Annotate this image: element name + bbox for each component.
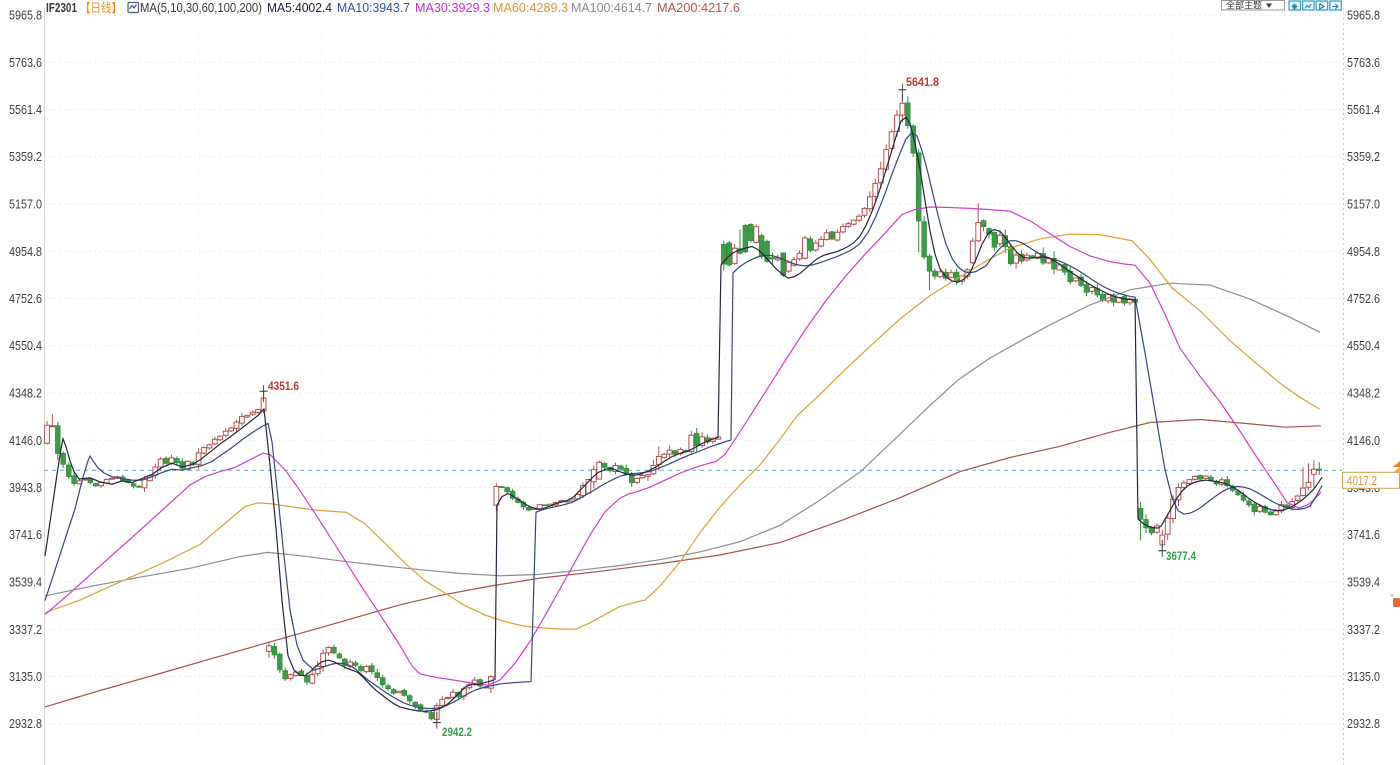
svg-text:5157.0: 5157.0 <box>9 198 42 212</box>
svg-text:2942.2: 2942.2 <box>442 727 472 739</box>
svg-text:MA200:4217.6: MA200:4217.6 <box>657 1 740 15</box>
svg-text:MA5:4002.4: MA5:4002.4 <box>267 1 332 15</box>
svg-text:4752.6: 4752.6 <box>9 292 42 306</box>
svg-text:3135.0: 3135.0 <box>1347 670 1380 684</box>
svg-text:MA10:3943.7: MA10:3943.7 <box>337 1 410 15</box>
svg-text:5359.2: 5359.2 <box>9 150 42 164</box>
svg-text:5965.8: 5965.8 <box>1347 9 1380 23</box>
svg-text:3135.0: 3135.0 <box>9 670 42 684</box>
svg-text:IF2301: IF2301 <box>46 1 77 15</box>
svg-text:3741.6: 3741.6 <box>1347 528 1380 542</box>
svg-text:4146.0: 4146.0 <box>9 434 42 448</box>
svg-text:全部主题: 全部主题 <box>1226 0 1262 11</box>
svg-text:4348.2: 4348.2 <box>1347 387 1380 401</box>
svg-text:2932.8: 2932.8 <box>9 717 42 731</box>
svg-text:5641.8: 5641.8 <box>906 77 940 89</box>
svg-text:2932.8: 2932.8 <box>1347 717 1380 731</box>
svg-text:3337.2: 3337.2 <box>1347 623 1380 637</box>
svg-text:MA(5,10,30,60,100,200): MA(5,10,30,60,100,200) <box>140 1 262 15</box>
svg-text:4550.4: 4550.4 <box>1347 339 1380 353</box>
svg-text:5359.2: 5359.2 <box>1347 150 1380 164</box>
svg-text:3539.4: 3539.4 <box>1347 576 1380 590</box>
svg-text:MA100:4614.7: MA100:4614.7 <box>571 1 652 15</box>
svg-text:4550.4: 4550.4 <box>9 339 42 353</box>
svg-text:5763.6: 5763.6 <box>1347 56 1380 70</box>
svg-text:4752.6: 4752.6 <box>1347 292 1380 306</box>
svg-text:4954.8: 4954.8 <box>1347 245 1380 259</box>
svg-text:3943.8: 3943.8 <box>9 481 42 495</box>
svg-text:3539.4: 3539.4 <box>9 576 42 590</box>
svg-text:5965.8: 5965.8 <box>9 9 42 23</box>
svg-text:MA30:3929.3: MA30:3929.3 <box>415 1 490 15</box>
svg-text:MA60:4289.3: MA60:4289.3 <box>493 1 568 15</box>
svg-text:4351.6: 4351.6 <box>268 381 299 393</box>
svg-text:3677.4: 3677.4 <box>1166 551 1197 563</box>
svg-text:5561.4: 5561.4 <box>1347 103 1380 117</box>
svg-text:3741.6: 3741.6 <box>9 528 42 542</box>
svg-text:【日线】: 【日线】 <box>80 1 122 15</box>
svg-text:3337.2: 3337.2 <box>9 623 42 637</box>
svg-text:4348.2: 4348.2 <box>9 387 42 401</box>
svg-text:5561.4: 5561.4 <box>9 103 42 117</box>
svg-text:4954.8: 4954.8 <box>9 245 42 259</box>
svg-text:4017.2: 4017.2 <box>1347 474 1377 488</box>
svg-text:5763.6: 5763.6 <box>9 56 42 70</box>
svg-text:5157.0: 5157.0 <box>1347 198 1380 212</box>
svg-text:4146.0: 4146.0 <box>1347 434 1380 448</box>
